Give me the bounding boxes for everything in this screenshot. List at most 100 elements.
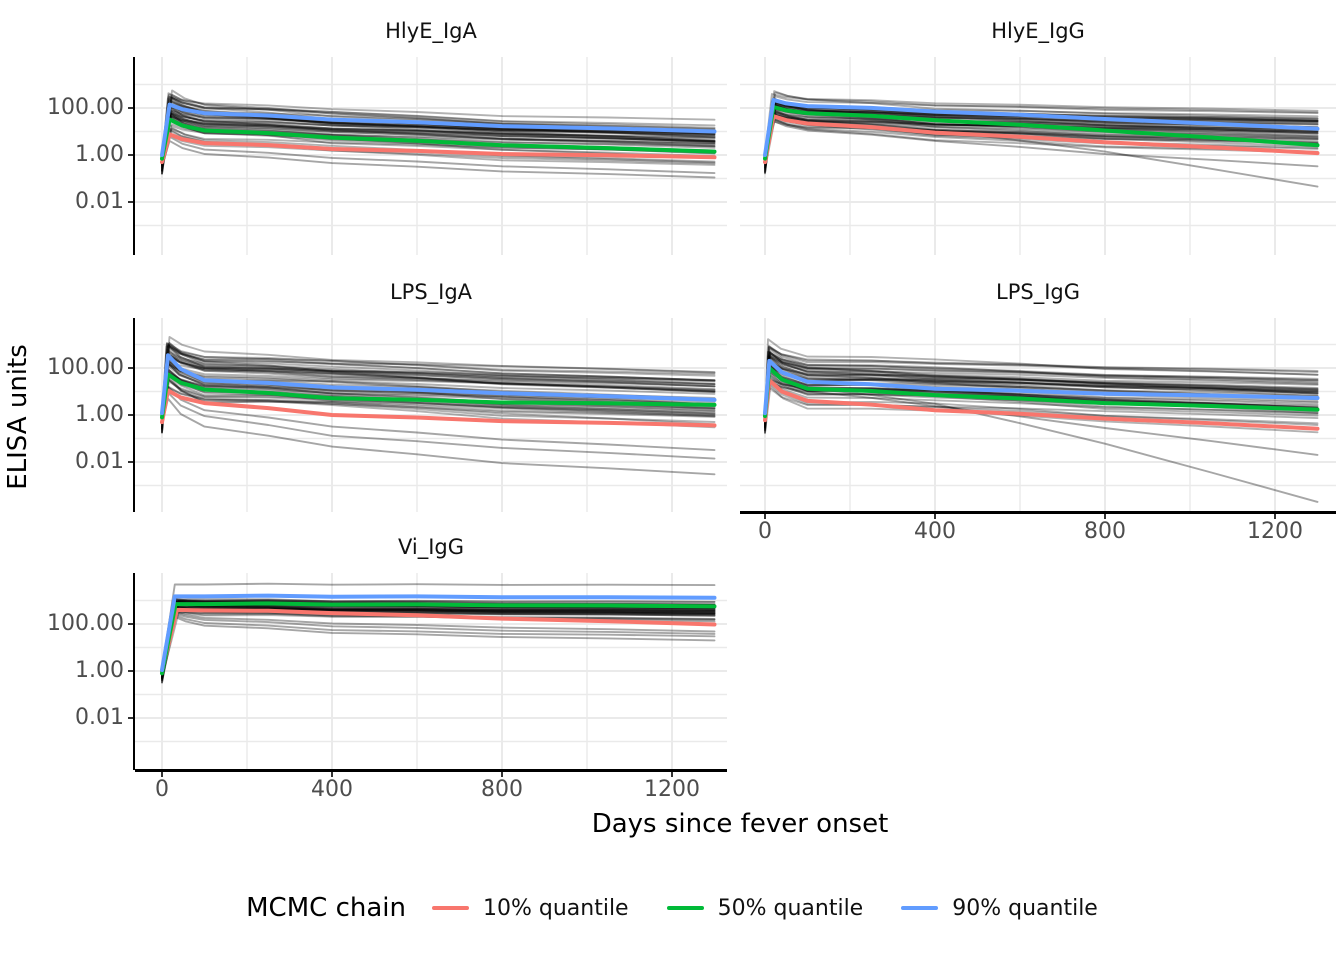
curve [161,613,716,678]
curve [161,110,716,173]
y-tick-mark [128,367,133,369]
facet-title-lps-igg: LPS_IgG [996,280,1080,304]
curve [161,363,716,420]
curve [161,359,716,426]
curve [161,605,716,679]
legend-title: MCMC chain [246,893,406,923]
panel-canvas-Vi_IgG [135,573,727,770]
curve [161,344,716,434]
x-tick-mark [501,772,503,777]
curve [161,111,716,155]
curve [161,335,716,425]
curve [161,112,716,161]
curve [764,350,1319,428]
curve [161,599,716,680]
x-tick-label: 0 [758,519,772,544]
curve [161,101,716,175]
curve [161,342,716,414]
y-tick-mark [128,201,133,203]
y-tick-label: 100.00 [47,611,124,636]
curve [763,378,1320,431]
panel-canvas-LPS_IgG [740,318,1336,512]
panel-canvas-LPS_IgA [135,318,727,512]
curve [764,353,1319,418]
curve [161,360,716,424]
legend-item-50-quantile: 50% quantile [666,896,863,921]
curve [160,372,717,420]
panel-canvas-HlyE_IgA [135,57,727,255]
curve [764,385,1319,435]
curve [764,353,1319,420]
y-tick-mark [128,623,133,625]
y-tick-label: 0.01 [75,705,124,730]
legend-item-90-quantile: 90% quantile [901,896,1098,921]
x-tick-label: 0 [155,777,169,802]
curve [161,113,716,157]
panel-vi-igg [135,573,727,770]
x-tick-label: 400 [311,777,353,802]
curve [161,106,716,164]
curve [764,110,1319,159]
curve [160,607,717,673]
curve [764,90,1319,166]
y-tick-mark [128,670,133,672]
y-tick-label: 100.00 [47,355,124,380]
curve [161,368,716,427]
x-axis-line-right-col [740,511,1336,514]
panel-lps-igg [740,318,1336,512]
curve [764,351,1319,421]
y-tick-label: 0.01 [75,189,124,214]
curve [764,351,1319,420]
curve [161,380,716,422]
curve [160,353,717,416]
curve [764,351,1319,430]
curve [161,606,716,679]
y-axis-line-row1 [133,57,135,255]
legend-label-90-quantile: 90% quantile [952,895,1098,921]
legend-item-10-quantile: 10% quantile [431,895,629,921]
curve [161,352,716,423]
curve [764,345,1319,428]
curve [161,611,716,676]
curve [764,118,1319,161]
curve [764,369,1319,426]
curve [161,342,716,425]
curve [161,114,716,165]
x-axis-title: Days since fever onset [591,809,889,839]
curve [161,385,716,421]
legend-swatch-90-quantile [901,906,939,910]
curve [161,105,716,158]
curve [764,101,1319,159]
legend-label-10-quantile: 10% quantile [482,895,629,921]
curve [161,343,716,430]
curve [161,397,716,476]
curve [764,378,1319,503]
y-tick-mark [128,414,133,416]
curve [764,356,1319,420]
curve [764,93,1319,157]
curve [161,582,716,672]
legend-swatch-10-quantile [431,906,469,910]
curve [161,115,716,164]
legend: MCMC chain 10% quantile 50% quantile 90%… [0,888,1344,928]
curve [764,111,1319,165]
curve [763,105,1320,161]
y-tick-label: 100.00 [47,95,124,120]
x-axis-line-left-col [135,769,727,772]
legend-swatch-50-quantile [666,906,704,910]
curve [764,100,1319,175]
curve [160,132,717,165]
y-axis-line-row3 [133,573,135,770]
curve [161,343,716,422]
curve [161,93,716,159]
curve [764,118,1319,157]
curve [161,96,716,170]
x-tick-mark [671,772,673,777]
x-tick-mark [1104,514,1106,519]
curve [161,126,716,163]
x-tick-mark [1274,514,1276,519]
curve [161,114,716,167]
curve [161,108,716,171]
x-tick-label: 800 [481,777,523,802]
x-tick-label: 800 [1084,519,1126,544]
